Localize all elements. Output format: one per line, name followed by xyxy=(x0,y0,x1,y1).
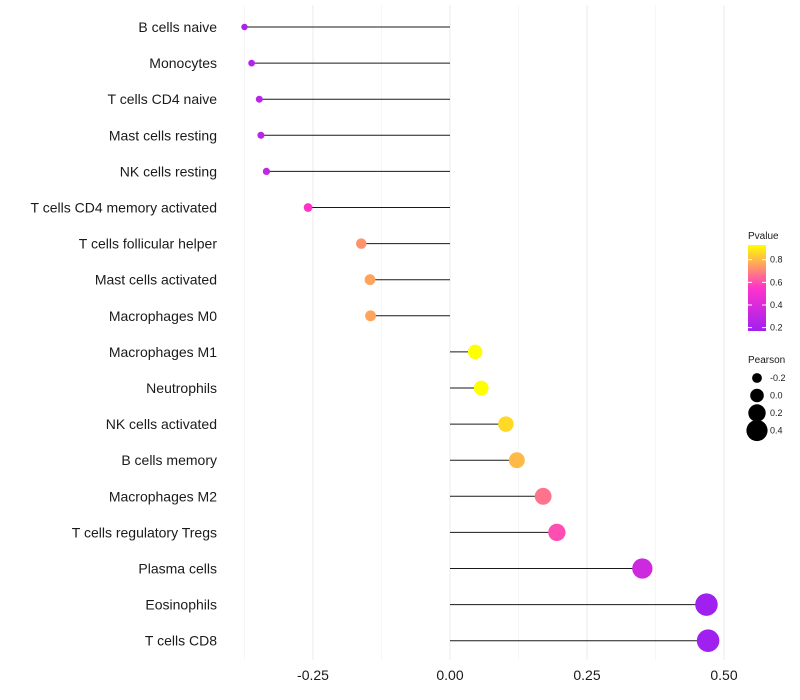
lollipop-dot xyxy=(262,167,271,176)
grid xyxy=(244,5,725,660)
lollipop-dot xyxy=(365,310,376,322)
lollipop-dot xyxy=(498,416,514,432)
pearson-size-label: 0.2 xyxy=(770,408,783,418)
y-axis-labels: B cells naive Monocytes T cells CD4 naive M… xyxy=(31,19,218,649)
lollipop-dots xyxy=(241,23,720,652)
category-label: T cells follicular helper xyxy=(79,236,218,252)
category-label: Eosinophils xyxy=(145,597,217,613)
x-tick-label: 0.00 xyxy=(436,667,463,683)
lollipop-dot xyxy=(303,203,313,212)
category-label: Monocytes xyxy=(149,55,217,71)
pearson-size-dot xyxy=(752,373,762,383)
pearson-size-label: -0.2 xyxy=(770,373,786,383)
legend-pearson-title: Pearson xyxy=(748,355,785,366)
category-label: B cells memory xyxy=(121,452,217,468)
category-label: T cells CD4 naive xyxy=(108,91,218,107)
lollipop-dot xyxy=(534,487,552,505)
category-label: Neutrophils xyxy=(146,380,217,396)
category-label: Mast cells activated xyxy=(95,272,217,288)
lollipop-dot xyxy=(696,629,720,652)
pearson-size-dot xyxy=(748,404,766,422)
lollipop-dot xyxy=(248,59,255,67)
category-label: B cells naive xyxy=(138,19,217,35)
legend-pearson: Pearson -0.2 0.0 0.2 0.4 xyxy=(746,355,786,442)
x-tick-label: 0.50 xyxy=(710,667,737,683)
legend-pvalue: Pvalue 0.2 0.4 0.6 0.8 xyxy=(748,231,783,333)
lollipop-dot xyxy=(241,23,248,31)
pvalue-colorbar xyxy=(748,245,766,331)
legend-pvalue-title: Pvalue xyxy=(748,231,779,242)
lollipop-dot xyxy=(364,274,376,286)
lollipop-dot xyxy=(355,238,367,249)
lollipop-dot xyxy=(508,452,525,469)
category-label: Macrophages M0 xyxy=(109,308,217,324)
pearson-size-label: 0.0 xyxy=(770,391,783,401)
lollipop-dot xyxy=(473,380,489,396)
category-label: NK cells activated xyxy=(106,416,217,432)
pearson-size-label: 0.4 xyxy=(770,426,783,436)
category-label: Plasma cells xyxy=(138,561,217,577)
category-label: Mast cells resting xyxy=(109,127,217,143)
category-label: T cells CD8 xyxy=(145,633,217,649)
pearson-size-dot xyxy=(750,388,764,403)
pvalue-colorbar-ticks: 0.2 0.4 0.6 0.8 xyxy=(748,255,783,333)
colorbar-tick-label: 0.4 xyxy=(770,300,783,310)
category-label: Macrophages M2 xyxy=(109,488,217,504)
lollipop-dot xyxy=(257,131,265,139)
colorbar-tick-label: 0.6 xyxy=(770,277,783,287)
x-tick-label: 0.25 xyxy=(573,667,600,683)
x-tick-label: -0.25 xyxy=(297,667,329,683)
category-label: NK cells resting xyxy=(120,163,217,179)
colorbar-tick-label: 0.2 xyxy=(770,323,783,333)
pearson-size-keys: -0.2 0.0 0.2 0.4 xyxy=(746,373,786,442)
x-axis-labels: -0.25 0.00 0.25 0.50 xyxy=(297,667,738,683)
category-label: T cells CD4 memory activated xyxy=(31,200,217,216)
category-label: Macrophages M1 xyxy=(109,344,217,360)
lollipop-dot xyxy=(255,95,263,103)
category-label: T cells regulatory Tregs xyxy=(72,524,217,540)
lollipop-dot xyxy=(632,558,653,579)
pearson-size-dot xyxy=(746,419,768,442)
lollipop-dot xyxy=(548,523,566,542)
plot-panel xyxy=(241,5,725,660)
colorbar-tick-label: 0.8 xyxy=(770,255,783,265)
lollipop-dot xyxy=(695,593,718,616)
lollipop-stems xyxy=(244,26,709,642)
lollipop-dot xyxy=(467,344,483,360)
